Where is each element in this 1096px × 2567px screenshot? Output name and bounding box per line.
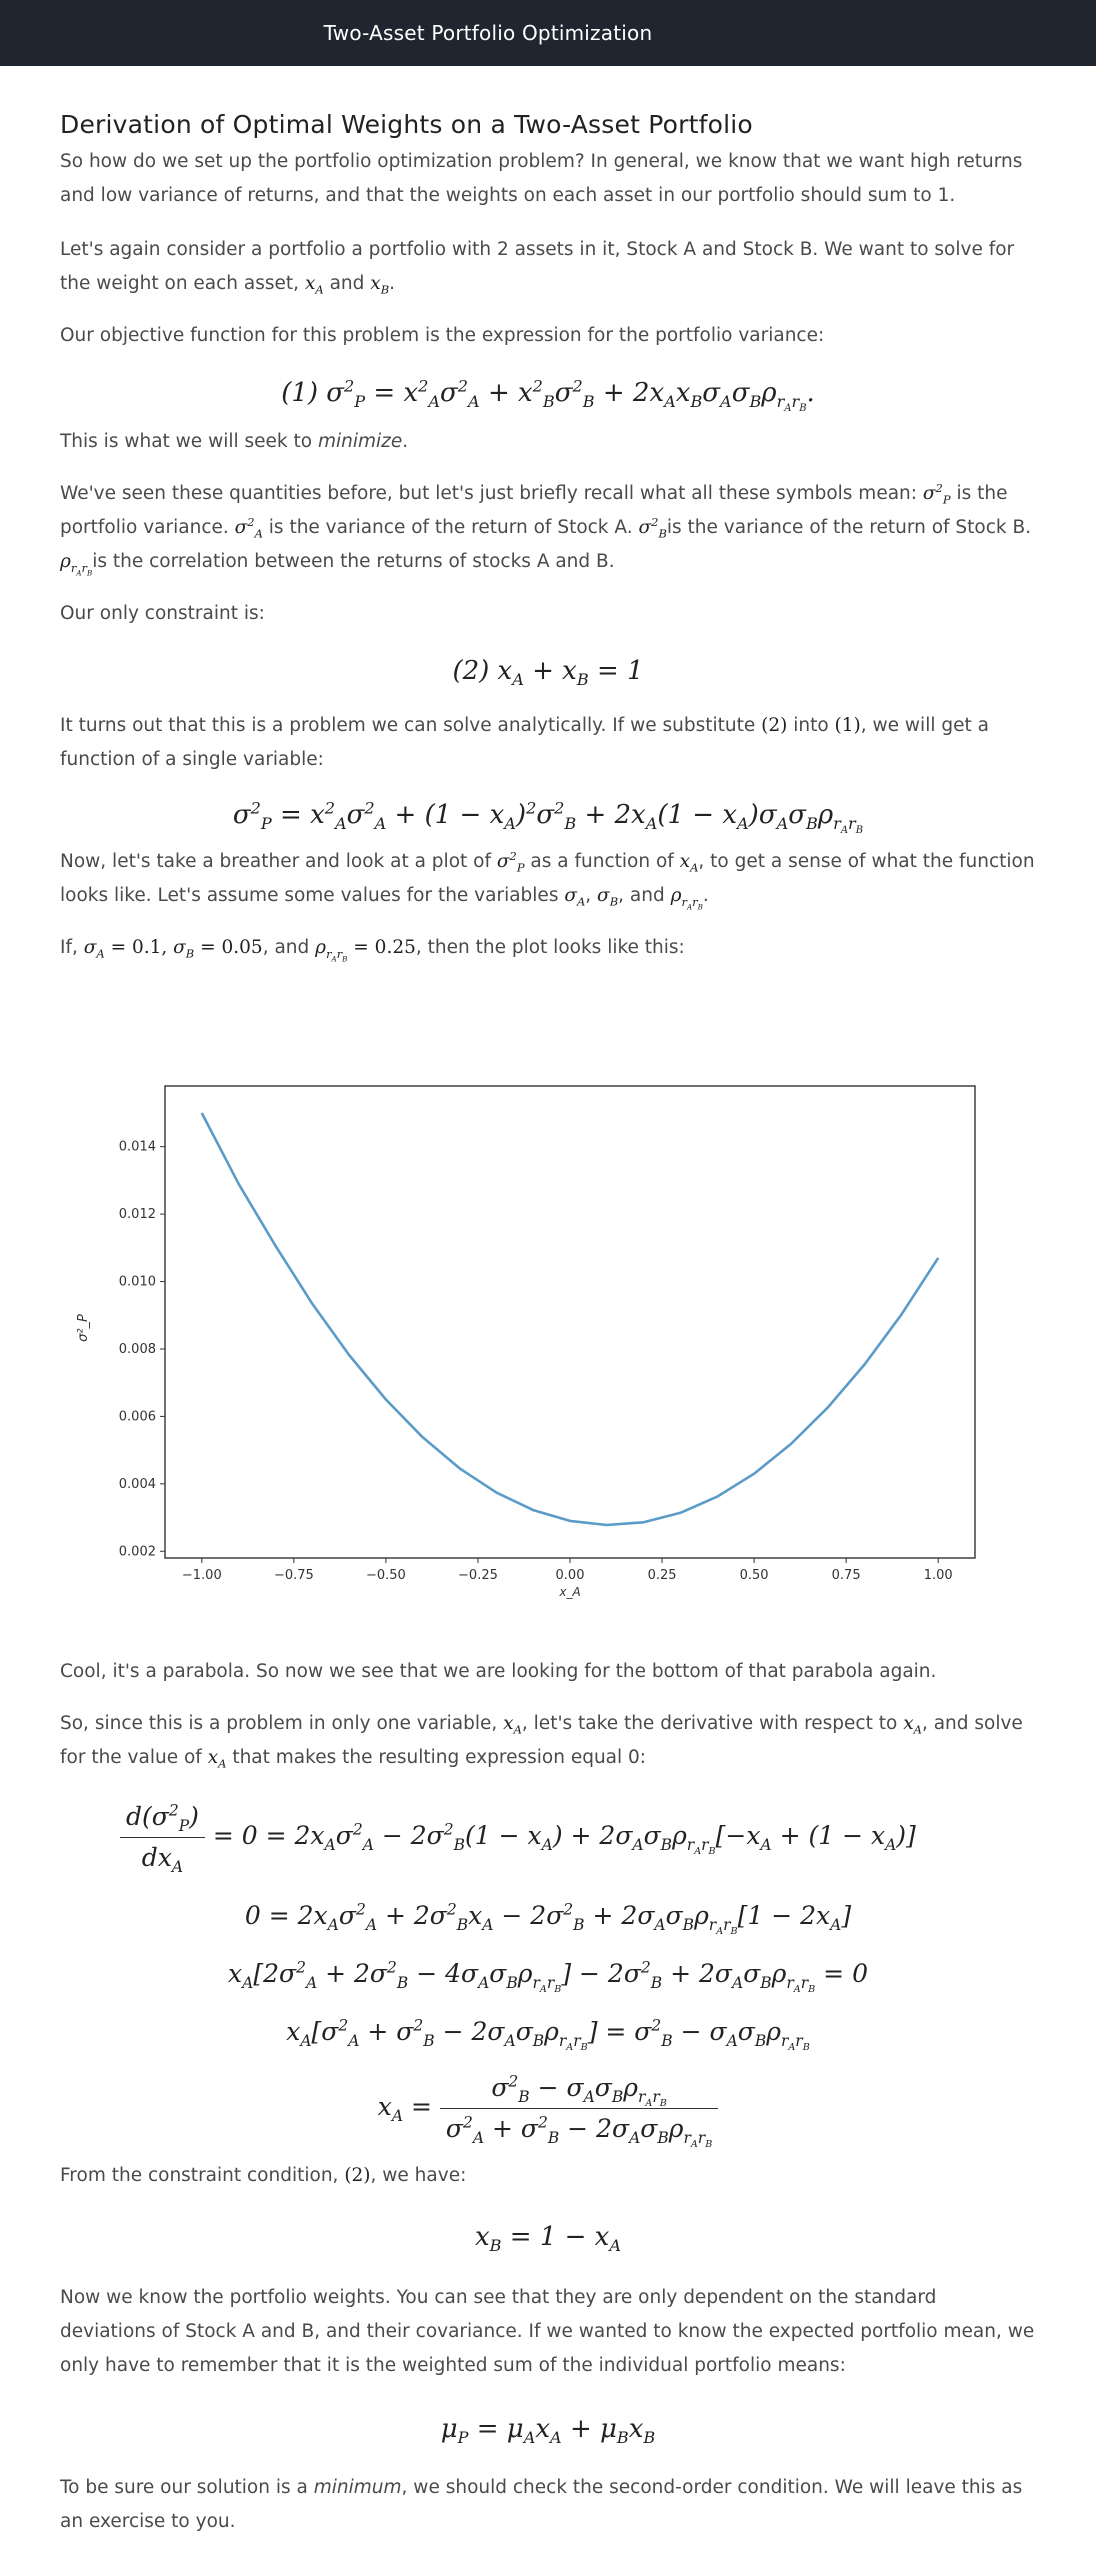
x-tick-label: 0.75 [832,1568,861,1583]
y-tick-label: 0.008 [119,1342,156,1357]
y-tick-label: 0.006 [119,1409,156,1424]
paragraph-substitute: It turns out that this is a problem we c… [60,715,989,770]
equation-step-3: xA[σ2A + σ2B − 2σAσBρrArB] = σ2B − σAσBρ… [286,2016,810,2054]
paragraph-symbols: We've seen these quantities before, but … [60,480,1032,577]
x-tick-label: −0.25 [458,1568,498,1583]
section-title: Derivation of Optimal Weights on a Two-A… [60,110,753,139]
y-tick-label: 0.010 [119,1275,156,1290]
paragraph-parabola: Cool, it's a parabola. So now we see tha… [60,1661,937,1682]
equation-solution-xb: xB = 1 − xA [474,2222,621,2256]
series-line [200,1112,940,1527]
top-bar: Two-Asset Portfolio Optimization [0,0,1096,66]
x-tick-label: 0.00 [556,1568,585,1583]
article: Derivation of Optimal Weights on a Two-A… [0,110,1096,965]
x-tick-label: 0.50 [740,1568,769,1583]
paragraph-constraint-condition: From the constraint condition, (2), we h… [60,2165,467,2186]
y-tick-label: 0.012 [119,1207,156,1222]
paragraph-objective: Our objective function for this problem … [60,325,825,346]
paragraph-minimize: This is what we will seek to minimize. [60,431,409,452]
equation-derivative: d(σ2P) dxA = 0 = 2xAσ2A − 2σ2B(1 − xA) + … [60,1797,1036,1878]
y-tick-label: 0.014 [119,1140,156,1155]
paragraph-derivative: So, since this is a problem in only one … [60,1713,1023,1771]
x-tick-label: −1.00 [182,1568,222,1583]
paragraph-assumed-values: If, σA = 0.1, σB = 0.05, and ρrArB = 0.2… [60,937,685,963]
x-tick-label: 0.25 [648,1568,677,1583]
x-axis-label: x_A [558,1585,580,1599]
equation-constraint: (2) xA + xB = 1 [452,656,644,690]
equation-step-2: xA[2σ2A + 2σ2B − 4σAσBρrArB] − 2σ2B + 2σ… [228,1958,868,1996]
x-tick-label: −0.75 [274,1568,314,1583]
app-title: Two-Asset Portfolio Optimization [323,21,653,45]
paragraph-intro: So how do we set up the portfolio optimi… [60,151,1023,206]
variance-chart: −1.00 −0.75 −0.50 −0.25 0.00 0.25 0.50 0.75 1.00… [75,1080,1005,1620]
y-tick-label: 0.002 [119,1544,156,1559]
paragraph-weights: Now we know the portfolio weights. You c… [60,2287,1035,2376]
equation-single-variable: σ2P = x2Aσ2A + (1 − xA)2σ2B + 2xA(1 − xA… [232,798,864,837]
x-tick-label: 1.00 [924,1568,953,1583]
y-tick-label: 0.004 [119,1477,156,1492]
paragraph-portfolio: Let's again consider a portfolio a portf… [60,239,1015,297]
equation-variance: (1) σ2P = x2Aσ2A + x2Bσ2B + 2xAxBσAσBρrA… [281,376,815,415]
article-continued: Cool, it's a parabola. So now we see tha… [0,1655,1096,2539]
y-axis-label: σ²_P [76,1314,91,1342]
chart-svg: −1.00 −0.75 −0.50 −0.25 0.00 0.25 0.50 0.75 1.00… [76,1085,976,1599]
paragraph-constraint-intro: Our only constraint is: [60,603,265,624]
equation-portfolio-mean: μP = μAxA + μBxB [440,2414,656,2448]
equation-solution-xa: xA = σ2B − σAσBρrArB σ2A + σ2B − 2σAσBρrA… [60,2068,1036,2149]
plot-frame [164,1085,976,1559]
equation-step-1: 0 = 2xAσ2A + 2σ2BxA − 2σ2B + 2σAσBρrArB[… [244,1900,852,1938]
x-tick-label: −0.50 [366,1568,406,1583]
paragraph-second-order: To be sure our solution is a minimum, we… [60,2477,1023,2532]
paragraph-plot-intro: Now, let's take a breather and look at a… [60,848,1035,911]
